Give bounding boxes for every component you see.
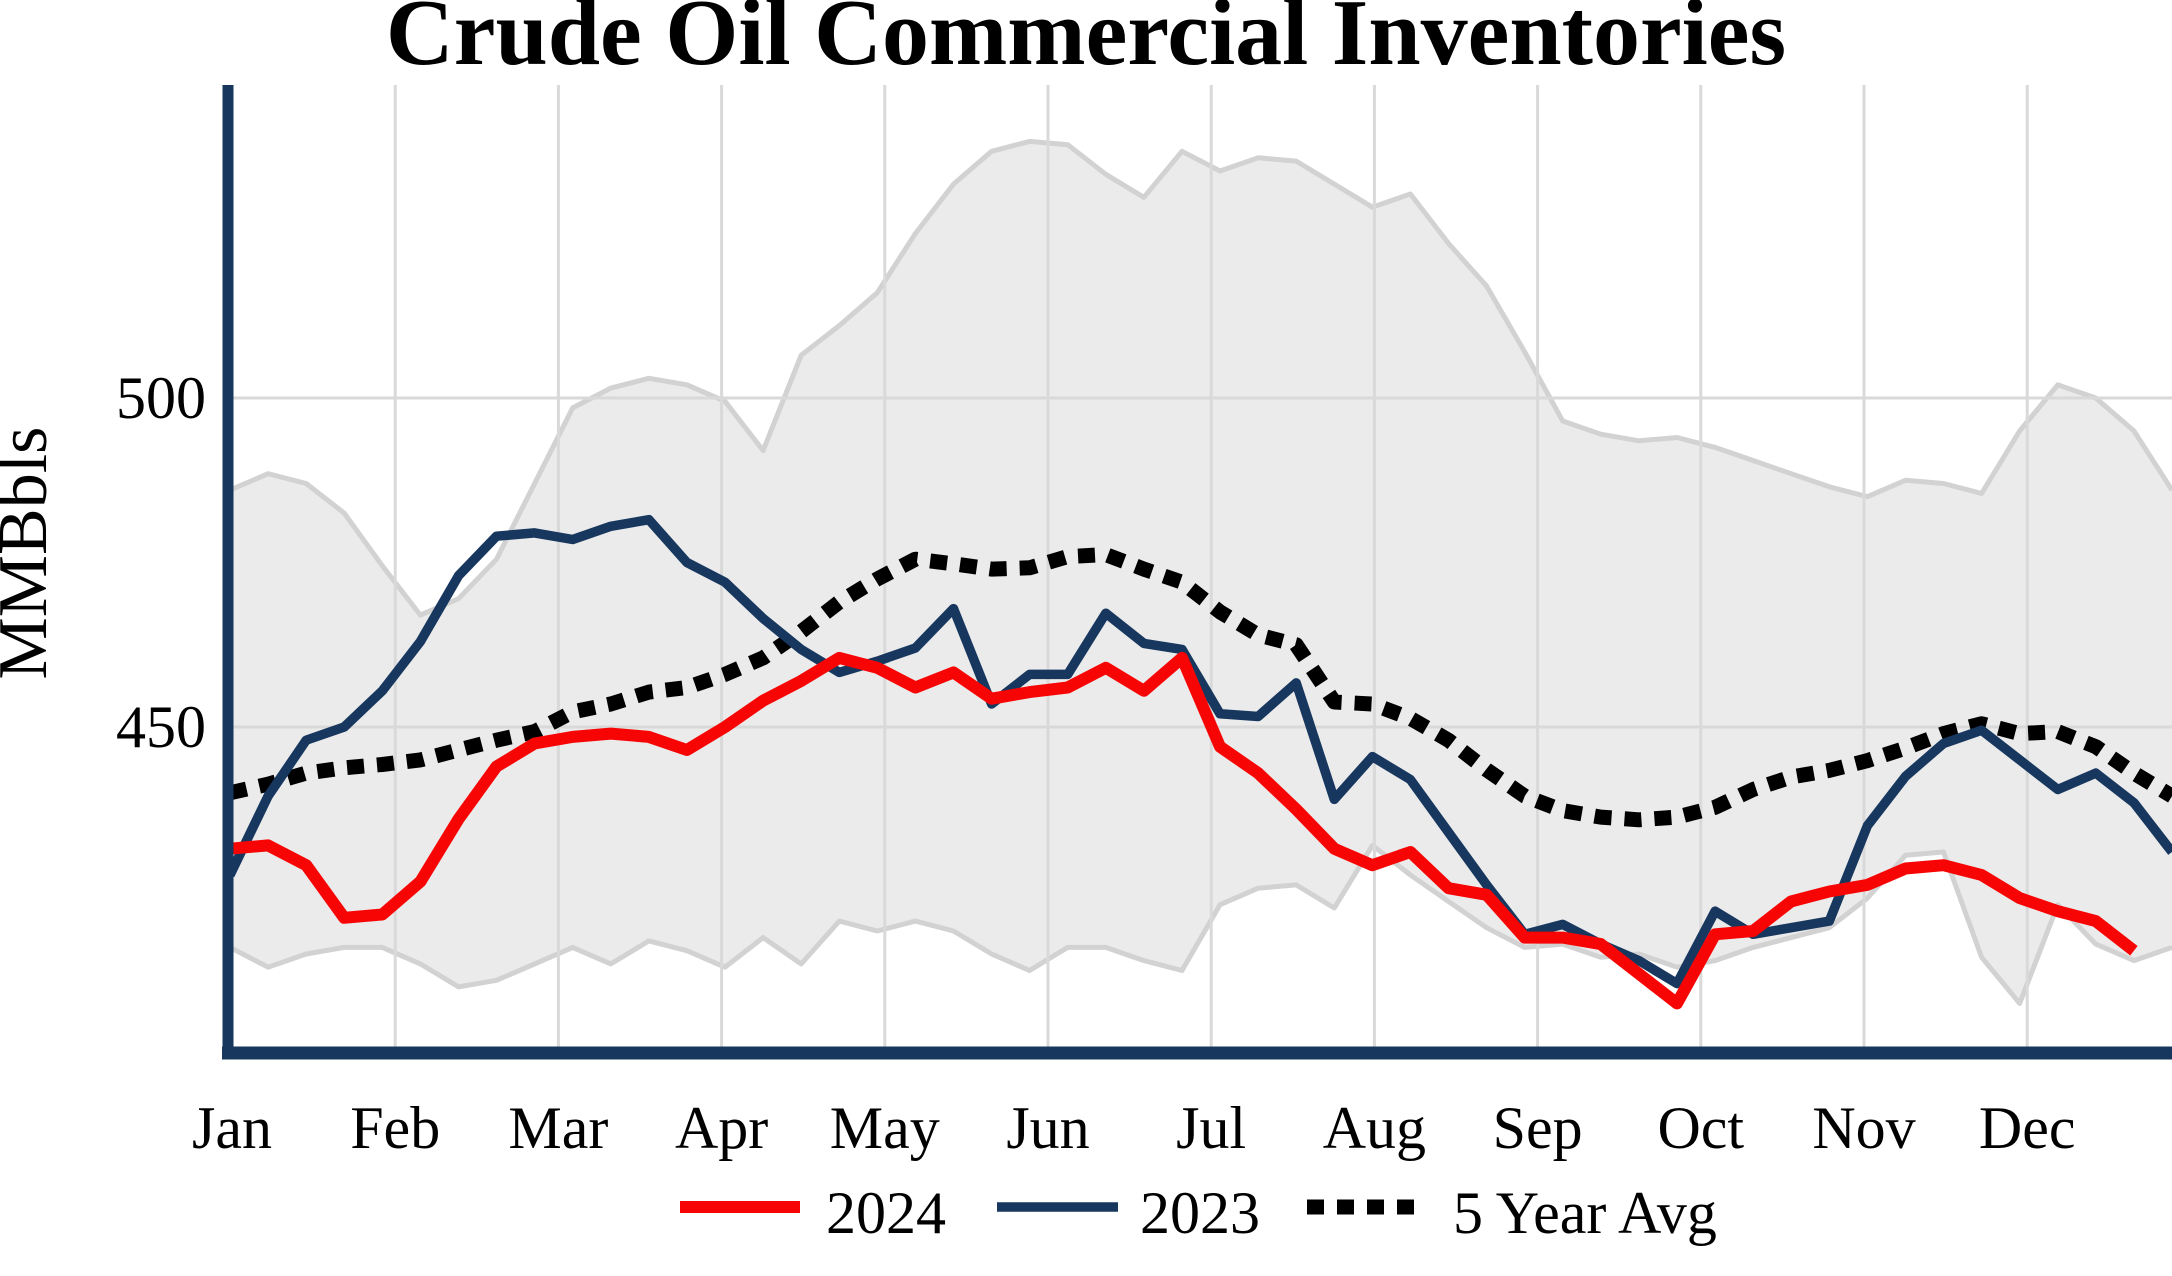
five-year-range-band: [230, 141, 2172, 1004]
series-layer: [225, 514, 2172, 1010]
line-2024: [229, 651, 2138, 1010]
text-layer: Crude Oil Commercial Inventories MMBbls 45…: [0, 0, 2075, 1161]
y-axis-label: MMBbls: [0, 427, 62, 680]
legend-label-5-year-avg: 5 Year Avg: [1453, 1180, 1717, 1246]
legend-label-2023: 2023: [1140, 1180, 1260, 1246]
x-tick-label-may: May: [830, 1095, 940, 1161]
x-tick-label-apr: Apr: [675, 1095, 768, 1161]
five-year-range-bottom-edge: [228, 842, 2172, 1006]
y-tick-label: 500: [116, 365, 206, 431]
legend: 2024 2023 5 Year Avg: [680, 1180, 1717, 1246]
line-2023: [225, 514, 2172, 989]
x-tick-label-aug: Aug: [1323, 1095, 1426, 1161]
gridline-layer: [228, 85, 2172, 1053]
x-tick-label-feb: Feb: [350, 1095, 440, 1161]
five-year-range-top-edge: [229, 138, 2172, 618]
x-tick-label-sep: Sep: [1493, 1095, 1583, 1161]
axis-layer: [222, 85, 2172, 1060]
legend-label-2024: 2024: [826, 1180, 946, 1246]
x-tick-label-oct: Oct: [1657, 1095, 1744, 1161]
x-tick-label-jan: Jan: [192, 1095, 272, 1161]
x-tick-label-jun: Jun: [1006, 1095, 1089, 1161]
five-year-range-band-layer: [228, 138, 2172, 1006]
y-axis-line: [222, 85, 234, 1060]
chart-title: Crude Oil Commercial Inventories: [386, 0, 1786, 85]
y-tick-label: 450: [116, 694, 206, 760]
x-tick-label-mar: Mar: [508, 1095, 608, 1161]
x-tick-label-jul: Jul: [1176, 1095, 1246, 1161]
five-year-avg-line: [228, 547, 2172, 828]
x-tick-label-dec: Dec: [1979, 1095, 2076, 1161]
x-tick-label-nov: Nov: [1812, 1095, 1915, 1161]
x-axis-line: [222, 1046, 2172, 1060]
